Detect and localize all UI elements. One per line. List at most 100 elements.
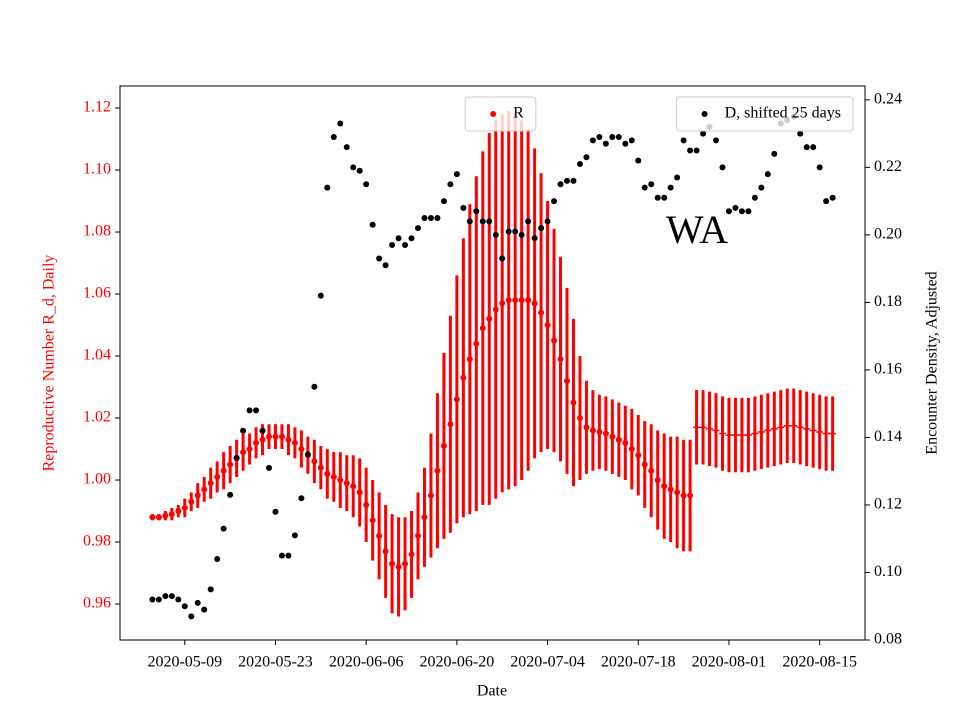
point	[635, 452, 642, 459]
point	[576, 415, 583, 422]
point	[654, 194, 661, 201]
point	[641, 184, 648, 191]
point	[473, 340, 480, 347]
point	[531, 300, 538, 307]
y-tick-label: 1.08	[83, 223, 111, 240]
point	[622, 439, 629, 446]
point	[505, 297, 512, 304]
x-tick-label: 2020-05-09	[147, 654, 222, 671]
point	[188, 613, 195, 620]
point	[168, 593, 175, 600]
point	[201, 486, 208, 493]
point	[512, 297, 519, 304]
point	[382, 262, 389, 269]
y-tick-label: 1.10	[83, 161, 111, 178]
point	[499, 300, 506, 307]
point	[337, 477, 344, 484]
point	[680, 492, 687, 499]
point	[453, 171, 460, 178]
point	[434, 467, 441, 474]
y-tick-label: 0.96	[83, 595, 111, 612]
point	[751, 194, 758, 201]
y2-tick-label: 0.08	[874, 631, 902, 648]
point	[201, 606, 208, 613]
point	[583, 424, 590, 431]
y2-tick-label: 0.22	[874, 158, 902, 175]
y2-tick-label: 0.14	[874, 428, 902, 445]
point	[466, 218, 473, 225]
point	[615, 133, 622, 140]
point	[687, 147, 694, 154]
point	[415, 225, 421, 232]
point	[538, 225, 545, 232]
point	[544, 218, 551, 225]
point	[518, 297, 525, 304]
point	[149, 596, 156, 603]
point	[803, 144, 810, 151]
point	[317, 292, 324, 299]
point	[570, 177, 577, 184]
point	[687, 492, 694, 499]
point	[408, 235, 415, 242]
y-tick-label: 0.98	[83, 533, 111, 550]
point	[635, 157, 642, 164]
legend-box	[464, 96, 537, 132]
y2-tick-label: 0.12	[874, 496, 902, 513]
y2-axis-label: Encounter Density, Adjusted	[924, 271, 941, 454]
point	[525, 218, 532, 225]
point	[667, 486, 674, 493]
point	[246, 446, 253, 453]
point	[421, 215, 428, 222]
point	[240, 449, 247, 456]
point	[272, 508, 279, 515]
point	[667, 184, 674, 191]
legend-marker	[701, 111, 708, 117]
point	[499, 255, 506, 262]
point	[829, 194, 836, 201]
point	[551, 337, 558, 344]
point	[415, 532, 421, 539]
point	[233, 454, 240, 461]
point	[149, 514, 156, 521]
point	[337, 120, 344, 127]
point	[162, 593, 169, 600]
point	[693, 147, 700, 154]
point	[479, 218, 486, 225]
x-tick-label: 2020-08-01	[692, 654, 767, 671]
point	[291, 532, 298, 539]
point	[382, 548, 389, 555]
point	[291, 439, 298, 446]
y-tick-label: 1.06	[83, 285, 111, 302]
point	[758, 184, 765, 191]
point	[479, 325, 486, 332]
point	[427, 492, 434, 499]
point	[589, 137, 596, 144]
point	[738, 208, 745, 215]
point	[719, 164, 726, 171]
x-tick-label: 2020-08-15	[782, 654, 857, 671]
point	[168, 511, 175, 518]
point	[576, 160, 583, 167]
y-tick-label: 1.12	[83, 99, 111, 116]
point	[810, 144, 817, 151]
point	[363, 501, 370, 508]
y-tick-label: 1.04	[83, 347, 111, 364]
point	[628, 446, 635, 453]
point	[207, 480, 214, 487]
point	[628, 137, 635, 144]
point	[564, 177, 570, 184]
point	[259, 436, 266, 443]
y2-tick-label: 0.24	[874, 91, 902, 108]
point	[460, 374, 467, 381]
point	[350, 483, 357, 490]
point	[661, 194, 668, 201]
point	[285, 552, 292, 559]
point	[356, 167, 363, 174]
point	[492, 306, 499, 313]
point	[589, 427, 596, 434]
legend-label: R	[513, 105, 524, 122]
point	[427, 215, 434, 222]
point	[551, 198, 558, 205]
point	[596, 428, 603, 435]
